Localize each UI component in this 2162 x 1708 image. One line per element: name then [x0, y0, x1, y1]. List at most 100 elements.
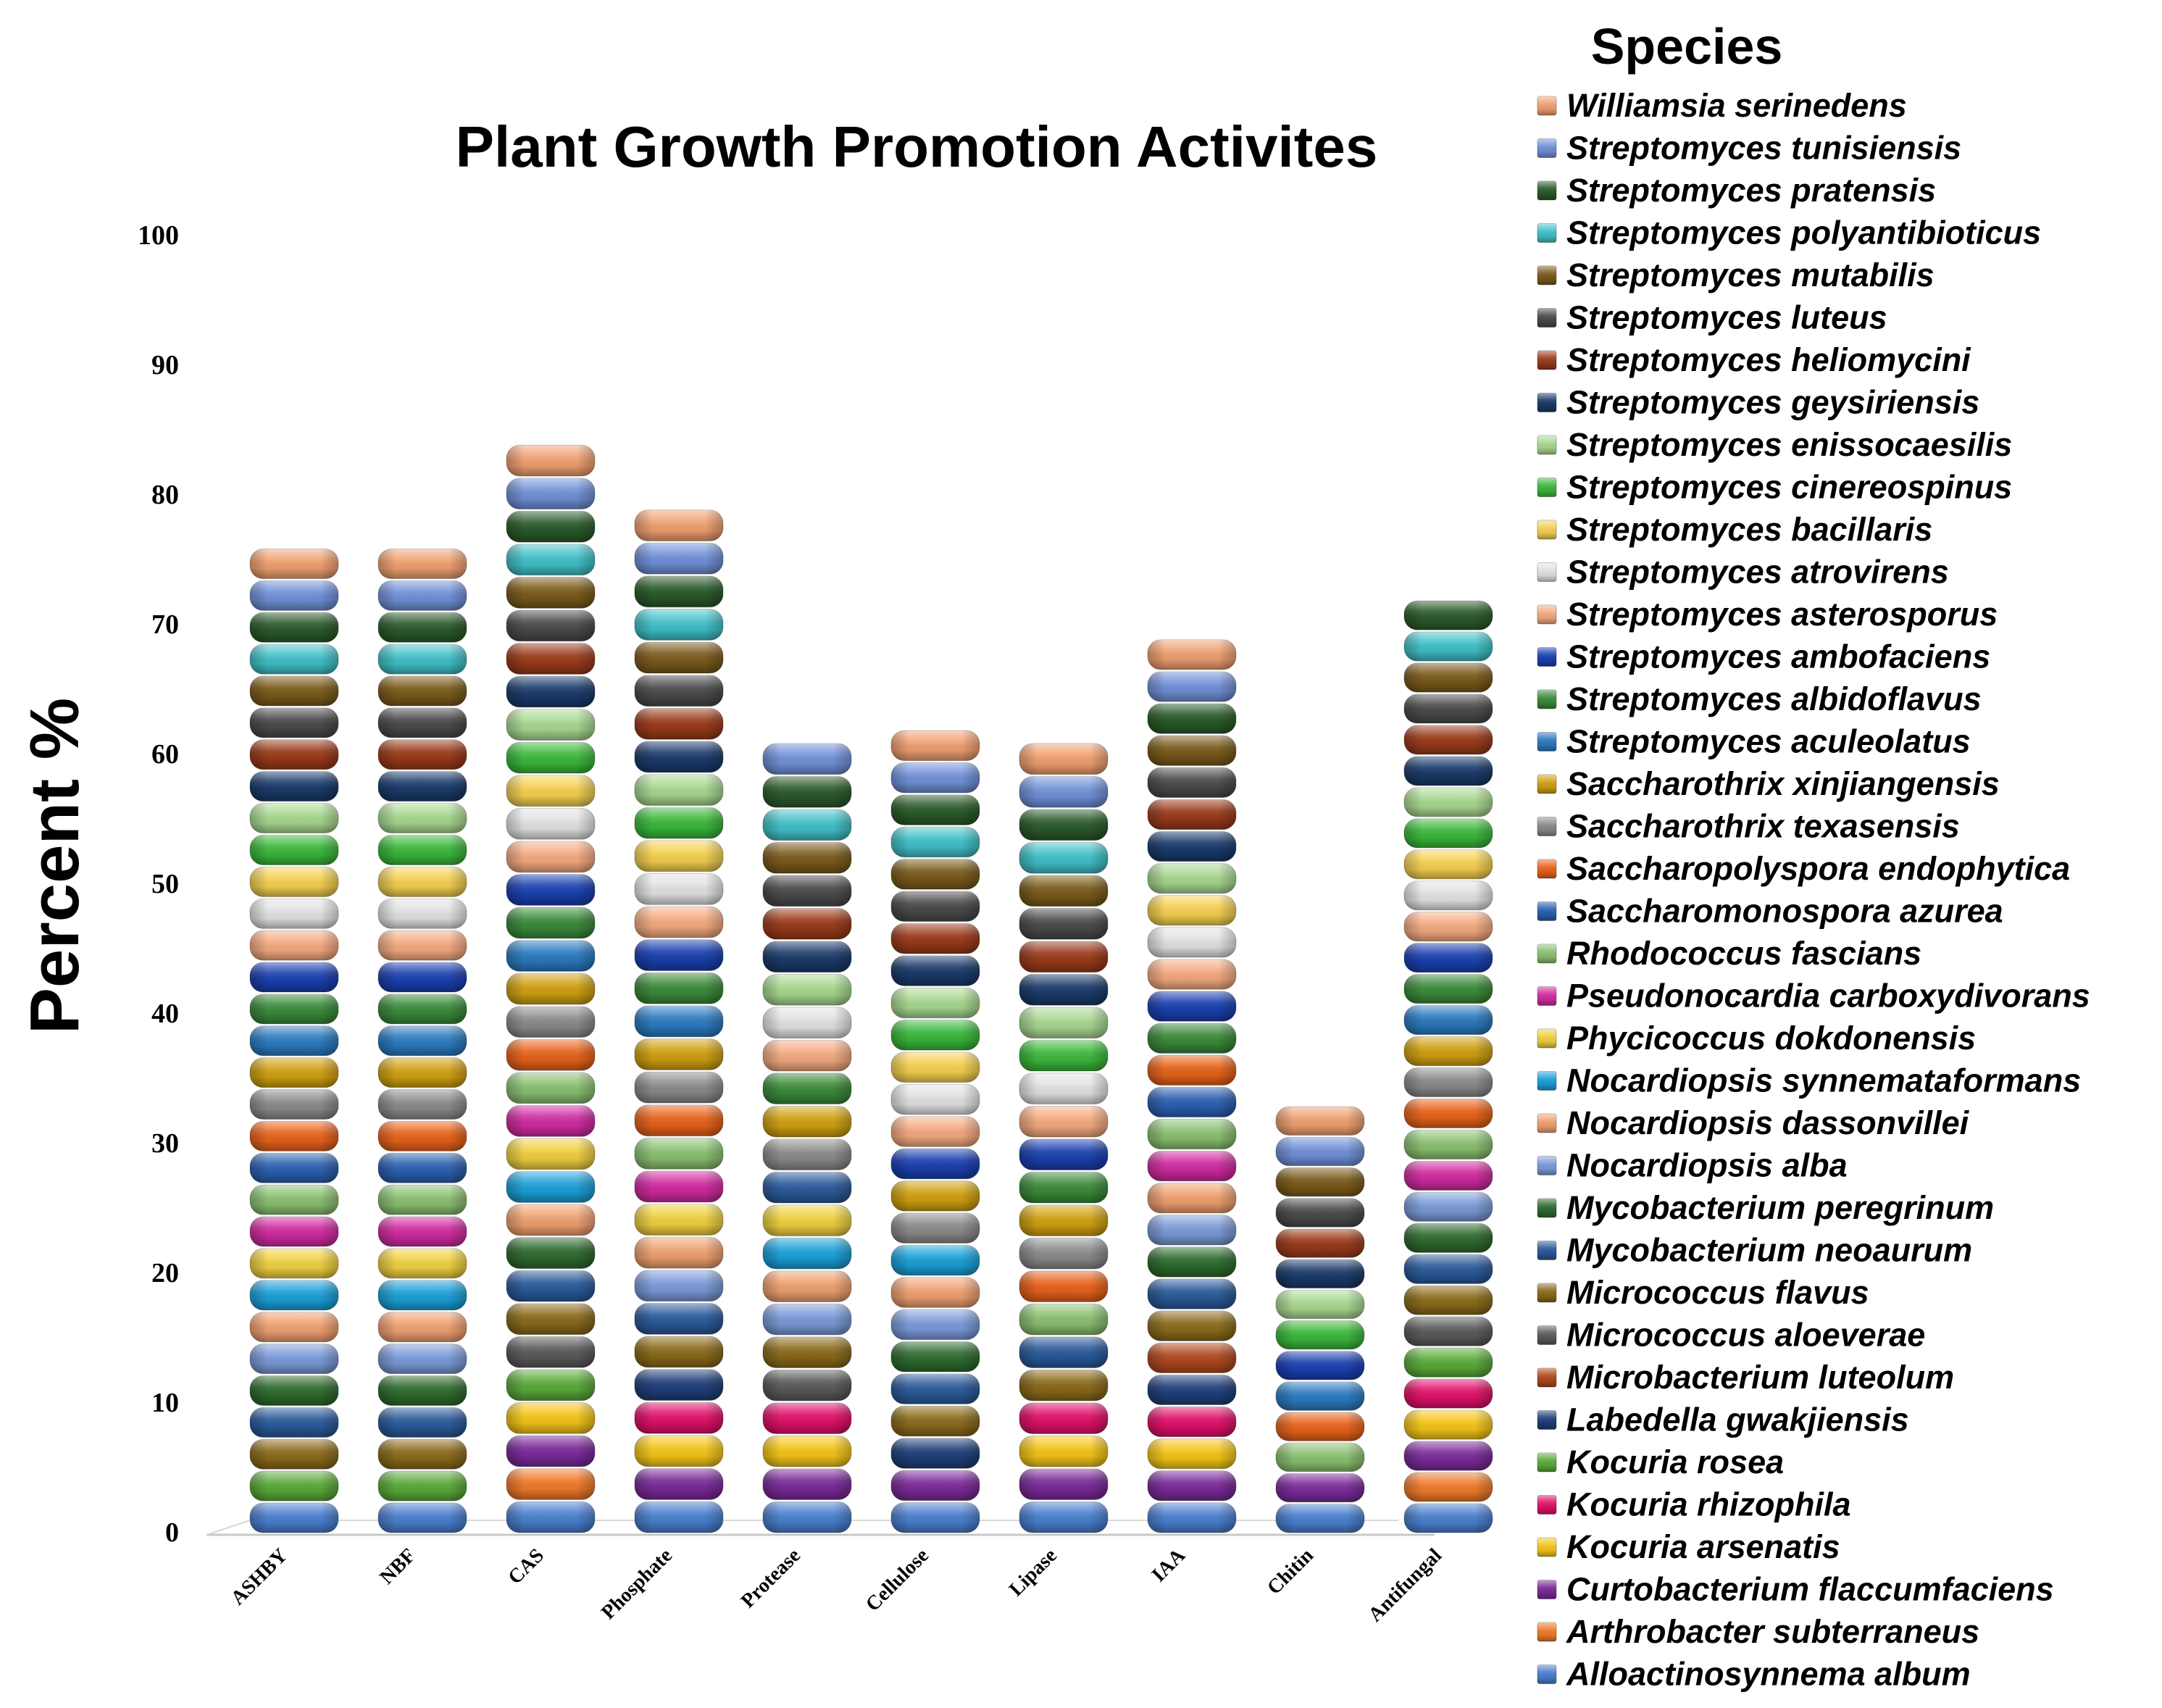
bar-segment-shade: [1276, 1473, 1364, 1502]
floor-back-line: [206, 1520, 1398, 1536]
bar-segment-shade: [763, 1205, 851, 1236]
x-tick-label: Cellulose: [861, 1544, 933, 1616]
bar-segment-shade: [1404, 1504, 1493, 1533]
bar-stack: [1275, 1106, 1365, 1533]
bar-segment-shade: [763, 1238, 851, 1270]
bar-segment-shade: [506, 1501, 595, 1533]
legend-label: Alloactinosynnema album: [1566, 1656, 1971, 1693]
bar-segment-shade: [506, 1138, 595, 1170]
bar-segment-shade: [1404, 694, 1493, 724]
legend-swatch-shine: [1537, 944, 1556, 963]
bar-segment-shade: [250, 1344, 338, 1374]
bar-segment-shade: [891, 1309, 980, 1340]
bar-segment-shade: [891, 891, 980, 922]
bar-segment-shade: [1404, 1161, 1493, 1191]
bar-segment-shade: [763, 1007, 851, 1038]
x-tick-label: Phosphate: [597, 1544, 677, 1624]
bar-segment-shade: [1019, 1337, 1108, 1368]
bar-segment-shade: [250, 1471, 338, 1501]
bar-segment-shade: [378, 1185, 467, 1215]
bar-segment-shade: [506, 478, 595, 509]
legend-label: Streptomyces polyantibioticus: [1566, 214, 2041, 251]
bar-segment-shade: [1019, 842, 1108, 874]
legend-swatch-shine: [1537, 1283, 1556, 1302]
legend-swatch-shine: [1537, 478, 1556, 497]
bar-segment-shade: [1148, 959, 1236, 990]
bar-segment-shade: [635, 1038, 723, 1070]
bar-segment-shade: [1019, 1040, 1108, 1072]
bar-segment-shade: [763, 1172, 851, 1204]
bar-segment-shade: [1148, 895, 1236, 925]
bar-segment-shade: [1276, 1259, 1364, 1288]
legend-item: Nocardiopsis alba: [1537, 1147, 1848, 1184]
bar-segment-shade: [635, 873, 723, 905]
bar-segment-shade: [250, 1249, 338, 1278]
legend-item: Micrococcus aloeverae: [1537, 1317, 1925, 1354]
legend-item: Kocuria arsenatis: [1537, 1528, 1840, 1565]
legend-label: Nocardiopsis alba: [1566, 1147, 1848, 1184]
bar-segment-shade: [635, 1303, 723, 1335]
legend-label: Streptomyces bacillaris: [1566, 511, 1932, 548]
bar-segment-shade: [635, 907, 723, 938]
bar-segment-shade: [378, 1503, 467, 1533]
bar-segment-shade: [1019, 1436, 1108, 1467]
bar-segment-shade: [1019, 1073, 1108, 1104]
bar-segment-shade: [635, 708, 723, 740]
legend-item: Williamsia serinedens: [1537, 87, 1907, 124]
legend-label: Streptomyces geysiriensis: [1566, 384, 1979, 421]
legend-label: Streptomyces atrovirens: [1566, 554, 1949, 591]
bar-segment-shade: [506, 676, 595, 707]
bar-segment-shade: [1148, 831, 1236, 862]
legend-swatch-shine: [1537, 351, 1556, 370]
bar-segment-shade: [378, 1057, 467, 1088]
bar-segment-shade: [1404, 601, 1493, 630]
legend-swatch-shine: [1537, 138, 1556, 158]
bar-segment-shade: [763, 1271, 851, 1302]
bar-segment-shade: [506, 709, 595, 741]
bar-segment-shade: [635, 1006, 723, 1037]
bar-segment-shade: [635, 1436, 723, 1467]
bar-segment-shade: [763, 842, 851, 874]
y-tick-label: 60: [151, 739, 179, 770]
bar-segment-shade: [891, 827, 980, 857]
legend-label: Labedella gwakjiensis: [1566, 1401, 1909, 1438]
bar-segment-shade: [635, 509, 723, 541]
legend-label: Kocuria arsenatis: [1566, 1528, 1840, 1565]
legend-item: Streptomyces heliomycini: [1537, 341, 1971, 378]
bar-segment-shade: [1148, 1215, 1236, 1246]
bar-segment-shade: [891, 1149, 980, 1179]
legend-swatch-shine: [1537, 1156, 1556, 1175]
bar-segment-shade: [378, 612, 467, 643]
bar-segment-shade: [1019, 1469, 1108, 1500]
bar-segment-shade: [1276, 1229, 1364, 1258]
bar-segment-shade: [250, 1503, 338, 1533]
bar-segment-shade: [378, 1121, 467, 1151]
legend-item: Saccharothrix xinjiangensis: [1537, 765, 2000, 802]
legend-item: Saccharopolyspora endophytica: [1537, 850, 2070, 887]
bar-segment-shade: [891, 1341, 980, 1372]
bar-segment-shade: [1148, 1470, 1236, 1501]
bar-segment-shade: [891, 1502, 980, 1533]
bar-segment-shade: [1404, 725, 1493, 754]
legend-item: Kocuria rhizophila: [1537, 1486, 1851, 1523]
bar-segment-shade: [1276, 1382, 1364, 1411]
legend-swatch-shine: [1537, 1199, 1556, 1217]
legend-swatch-shine: [1537, 859, 1556, 878]
bar-segment-shade: [891, 1470, 980, 1501]
y-tick-label: 100: [138, 220, 179, 251]
bar-segment-shade: [506, 973, 595, 1004]
bar-segment-shade: [635, 1270, 723, 1301]
bar-segment-shade: [635, 774, 723, 806]
bar-segment-shade: [250, 1025, 338, 1056]
bar-segment-shade: [506, 1072, 595, 1104]
bar-segment-shade: [378, 1280, 467, 1310]
bar-segment-shade: [1019, 908, 1108, 940]
bar-segment-shade: [1019, 1370, 1108, 1401]
legend-label: Streptomyces aculeolatus: [1566, 723, 1971, 760]
bar-segment-shade: [250, 835, 338, 865]
legend-item: Alloactinosynnema album: [1537, 1656, 1971, 1693]
bar-segment-shade: [1148, 927, 1236, 958]
legend-swatch-shine: [1537, 1368, 1556, 1387]
legend-label: Streptomyces asterosporus: [1566, 596, 1998, 633]
